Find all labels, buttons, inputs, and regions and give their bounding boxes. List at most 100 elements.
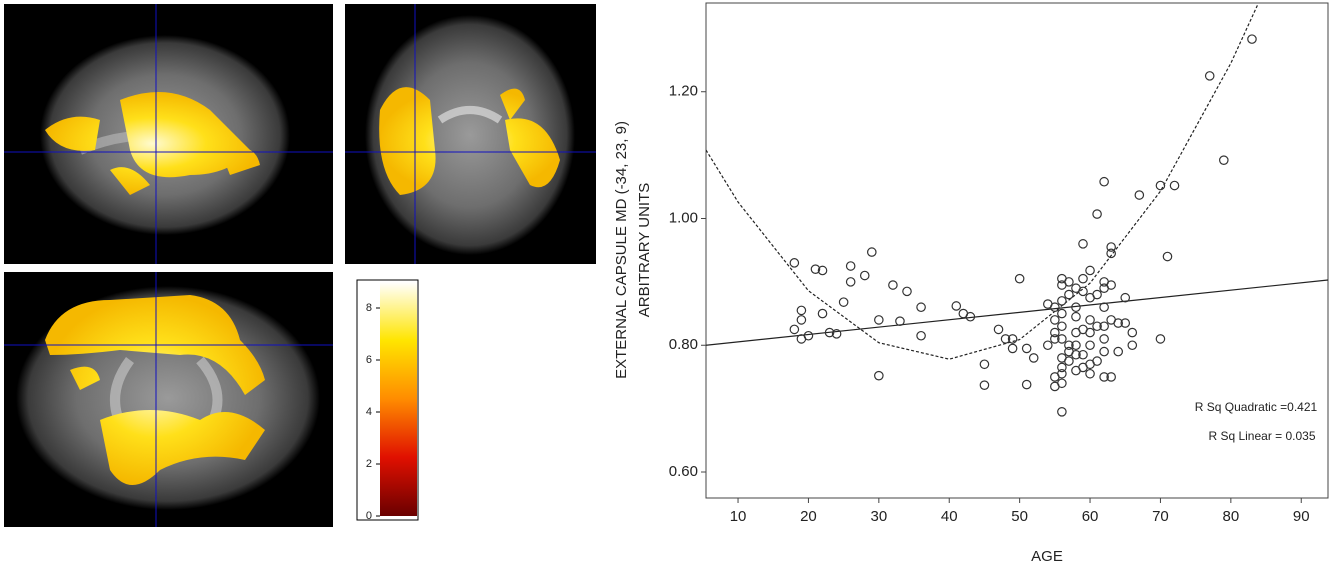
scatter-point: [1099, 321, 1109, 332]
scatter-point: [1078, 286, 1088, 297]
annotation: R Sq Quadratic =0.421: [1195, 400, 1318, 414]
colorbar-tick-label: 4: [366, 406, 372, 418]
scatter-point: [1099, 302, 1109, 313]
colorbar-gradient: [380, 282, 417, 516]
colorbar: [356, 279, 419, 521]
scatter-point: [845, 277, 856, 287]
scatter-point: [1057, 407, 1067, 417]
scatter-point: [1014, 273, 1025, 284]
fit-line: [706, 279, 1328, 346]
coronal-view: [345, 4, 596, 264]
scatter-point: [1162, 251, 1173, 262]
scatter-point: [993, 324, 1004, 335]
scatter-point: [1085, 327, 1095, 338]
scatter-point: [874, 315, 884, 325]
scatter-point: [1085, 315, 1095, 325]
scatter-point: [1134, 190, 1145, 200]
x-tick-label: 50: [1011, 508, 1028, 525]
x-axis-title: AGE: [1031, 548, 1063, 565]
scatter-point: [1057, 334, 1067, 344]
scatter-point: [1057, 296, 1067, 306]
scatter-point: [1127, 340, 1138, 351]
scatter-point: [874, 370, 884, 381]
scatter-point: [1219, 155, 1229, 165]
scatter-point: [1106, 248, 1116, 259]
y-axis-title: ARBITRARY UNITS: [636, 183, 653, 317]
scatter-point: [1064, 356, 1074, 366]
scatter-point: [902, 286, 912, 297]
scatter-point: [845, 261, 856, 271]
x-tick-label: 90: [1293, 508, 1310, 525]
scatter-point: [1071, 302, 1081, 313]
scatter-point: [895, 316, 905, 326]
colorbar-tick-label: 0: [366, 510, 372, 522]
y-tick-label: 0.80: [669, 336, 698, 353]
scatter-point: [1057, 362, 1067, 373]
scatter-point: [1155, 180, 1166, 191]
scatter-point: [789, 258, 800, 268]
scatter-point: [1078, 239, 1088, 249]
scatter-point: [831, 329, 842, 339]
scatter-point: [1050, 334, 1060, 344]
x-tick-label: 20: [800, 508, 817, 525]
scatter-point: [979, 380, 990, 390]
scatter-point: [1057, 368, 1067, 379]
sagittal-view: [4, 4, 333, 264]
x-tick-label: 10: [730, 508, 747, 525]
scatter-point: [803, 330, 814, 341]
scatter-point: [1247, 34, 1257, 44]
scatter-point: [1028, 353, 1039, 363]
scatter-point: [1092, 209, 1102, 219]
scatter-point: [796, 315, 807, 325]
scatter-point: [1106, 280, 1116, 290]
scatter-point: [1099, 334, 1109, 344]
scatter-point: [979, 359, 990, 370]
annotation: R Sq Linear = 0.035: [1208, 429, 1315, 443]
scatter-point: [1007, 343, 1018, 354]
scatter-point: [1064, 289, 1074, 300]
scatter-point: [1064, 277, 1074, 287]
scatter-point: [1099, 176, 1109, 187]
scatter-point: [1050, 302, 1060, 313]
scatter-point: [789, 324, 800, 335]
scatter-point: [1064, 340, 1074, 351]
scatter-point: [1106, 242, 1116, 252]
scatter-point: [1092, 321, 1102, 332]
scatter-point: [951, 301, 962, 311]
y-axis-title: EXTERNAL CAPSULE MD (-34, 23, 9): [613, 121, 630, 379]
scatter-point: [1021, 343, 1032, 354]
scatter-point: [1050, 315, 1060, 325]
scatter-point: [1120, 318, 1131, 328]
scatter-point: [1099, 346, 1109, 357]
scatter-point: [1071, 311, 1081, 322]
x-tick-label: 40: [941, 508, 958, 525]
x-tick-label: 80: [1223, 508, 1240, 525]
colorbar-tick-label: 2: [366, 458, 372, 470]
scatter-point: [1000, 334, 1011, 344]
fit-line: [706, 4, 1259, 360]
scatter-point: [916, 330, 926, 341]
scatter-point: [1092, 356, 1102, 366]
scatter-point: [1057, 378, 1067, 389]
scatter-point: [817, 265, 828, 276]
scatter-point: [1085, 265, 1095, 276]
scatter-point: [1113, 318, 1124, 328]
axial-view: [4, 272, 333, 527]
scatter-point: [1106, 372, 1116, 382]
colorbar-tick-label: 6: [366, 354, 372, 366]
scatter-point: [1050, 327, 1060, 338]
scatter-point: [817, 308, 828, 319]
scatter-point: [1113, 346, 1124, 357]
scatter-point: [1092, 289, 1102, 300]
scatter-point: [859, 270, 870, 281]
scatter-point: [1057, 321, 1067, 332]
plot-frame: [705, 2, 1329, 499]
scatter-point: [1085, 340, 1095, 351]
scatter-point: [1085, 368, 1095, 379]
scatter-point: [1127, 327, 1138, 338]
scatter-point: [1120, 292, 1131, 303]
scatter-point: [796, 305, 807, 316]
y-tick-label: 1.20: [669, 83, 698, 100]
x-tick-label: 70: [1152, 508, 1169, 525]
